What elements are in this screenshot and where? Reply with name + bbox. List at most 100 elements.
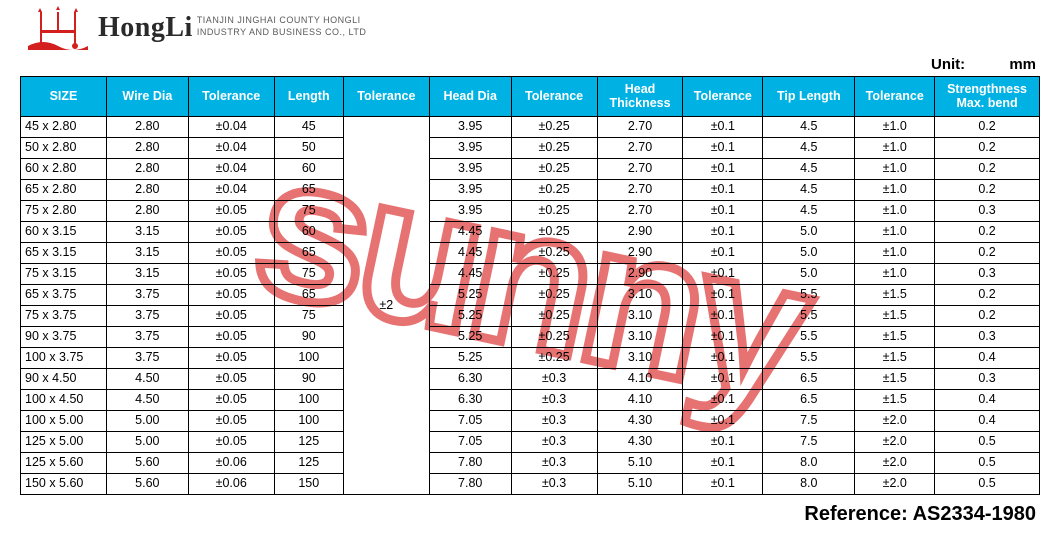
table-row: 90 x 4.504.50±0.05906.30±0.34.10±0.16.5±… (21, 369, 1040, 390)
table-cell: 5.5 (763, 327, 855, 348)
col-thk: Head Thickness (597, 77, 683, 117)
table-cell: 5.5 (763, 285, 855, 306)
table-cell: ±0.1 (683, 369, 763, 390)
table-row: 60 x 3.153.15±0.05604.45±0.252.90±0.15.0… (21, 222, 1040, 243)
table-cell: 4.10 (597, 390, 683, 411)
table-cell: ±0.05 (188, 222, 274, 243)
table-row: 75 x 3.753.75±0.05755.25±0.253.10±0.15.5… (21, 306, 1040, 327)
table-cell: 2.70 (597, 201, 683, 222)
table-cell: 0.2 (935, 306, 1040, 327)
table-cell: 0.3 (935, 201, 1040, 222)
table-cell: ±0.05 (188, 243, 274, 264)
table-cell: ±0.25 (511, 285, 597, 306)
table-cell: 7.80 (429, 453, 511, 474)
table-cell: ±1.0 (855, 243, 935, 264)
table-cell: 7.5 (763, 432, 855, 453)
unit-label: Unit: mm (931, 56, 1036, 73)
table-row: 45 x 2.802.80±0.0445±23.95±0.252.70±0.14… (21, 117, 1040, 138)
table-cell: 60 x 2.80 (21, 159, 107, 180)
table-cell: 3.10 (597, 348, 683, 369)
col-tol2: Tolerance (343, 77, 429, 117)
table-row: 60 x 2.802.80±0.04603.95±0.252.70±0.14.5… (21, 159, 1040, 180)
table-cell: ±1.5 (855, 369, 935, 390)
table-cell: 3.95 (429, 201, 511, 222)
table-cell: 7.05 (429, 411, 511, 432)
table-cell: ±0.05 (188, 411, 274, 432)
table-cell: ±0.25 (511, 159, 597, 180)
table-cell: 5.25 (429, 348, 511, 369)
table-cell: 3.95 (429, 117, 511, 138)
table-cell: 2.70 (597, 117, 683, 138)
table-cell: ±0.25 (511, 264, 597, 285)
table-cell: ±0.1 (683, 180, 763, 201)
brand-subtitle-line2: INDUSTRY AND BUSINESS CO., LTD (197, 27, 367, 39)
table-cell: ±0.1 (683, 306, 763, 327)
table-cell: 75 (274, 201, 343, 222)
table-cell: 5.0 (763, 243, 855, 264)
table-cell: 3.75 (106, 285, 188, 306)
table-cell: ±0.1 (683, 390, 763, 411)
table-row: 75 x 2.802.80±0.05753.95±0.252.70±0.14.5… (21, 201, 1040, 222)
table-cell: 4.30 (597, 432, 683, 453)
table-cell: ±0.05 (188, 306, 274, 327)
table-cell: 65 x 2.80 (21, 180, 107, 201)
table-cell: ±0.05 (188, 285, 274, 306)
table-cell: ±0.1 (683, 453, 763, 474)
col-tip: Tip Length (763, 77, 855, 117)
table-cell: ±0.3 (511, 390, 597, 411)
table-cell: 4.45 (429, 222, 511, 243)
table-cell: ±2.0 (855, 411, 935, 432)
table-cell: 3.95 (429, 138, 511, 159)
table-cell: ±0.25 (511, 180, 597, 201)
table-body: 45 x 2.802.80±0.0445±23.95±0.252.70±0.14… (21, 117, 1040, 495)
table-cell: 4.10 (597, 369, 683, 390)
table-cell: 125 x 5.60 (21, 453, 107, 474)
table-cell: 3.15 (106, 243, 188, 264)
table-cell: 150 (274, 474, 343, 495)
table-cell: 5.5 (763, 306, 855, 327)
table-cell: ±0.1 (683, 285, 763, 306)
table-cell: ±1.5 (855, 327, 935, 348)
table-cell: 90 (274, 327, 343, 348)
table-row: 65 x 3.153.15±0.05654.45±0.252.90±0.15.0… (21, 243, 1040, 264)
table-cell: 7.5 (763, 411, 855, 432)
table-cell: 150 x 5.60 (21, 474, 107, 495)
table-cell: 2.70 (597, 138, 683, 159)
table-cell: 4.5 (763, 138, 855, 159)
table-cell: 4.5 (763, 117, 855, 138)
table-cell: ±1.5 (855, 348, 935, 369)
table-cell: 125 (274, 432, 343, 453)
table-row: 100 x 5.005.00±0.051007.05±0.34.30±0.17.… (21, 411, 1040, 432)
table-cell: ±0.1 (683, 327, 763, 348)
table-cell: 90 x 3.75 (21, 327, 107, 348)
col-tol1: Tolerance (188, 77, 274, 117)
table-cell: ±0.1 (683, 159, 763, 180)
table-cell: 5.0 (763, 264, 855, 285)
table-cell: 100 x 3.75 (21, 348, 107, 369)
table-cell: 3.15 (106, 222, 188, 243)
table-cell: 6.30 (429, 390, 511, 411)
table-cell: 3.95 (429, 159, 511, 180)
table-cell: 2.80 (106, 138, 188, 159)
table-row: 65 x 3.753.75±0.05655.25±0.253.10±0.15.5… (21, 285, 1040, 306)
table-cell: ±0.1 (683, 117, 763, 138)
table-cell: 5.10 (597, 474, 683, 495)
table-cell: ±1.0 (855, 117, 935, 138)
table-cell: 5.5 (763, 348, 855, 369)
table-cell: 65 (274, 180, 343, 201)
table-cell: ±0.25 (511, 306, 597, 327)
table-cell: 5.00 (106, 411, 188, 432)
table-cell: ±0.25 (511, 348, 597, 369)
table-cell: ±1.0 (855, 138, 935, 159)
table-cell: 3.10 (597, 327, 683, 348)
table-cell: 2.90 (597, 243, 683, 264)
table-cell: 5.25 (429, 285, 511, 306)
table-cell: 2.80 (106, 201, 188, 222)
table-row: 125 x 5.605.60±0.061257.80±0.35.10±0.18.… (21, 453, 1040, 474)
unit-label-text: Unit: (931, 56, 965, 73)
table-cell: ±0.05 (188, 264, 274, 285)
table-cell: 3.15 (106, 264, 188, 285)
table-cell: 6.5 (763, 369, 855, 390)
table-cell: ±0.3 (511, 411, 597, 432)
table-cell: 4.5 (763, 201, 855, 222)
